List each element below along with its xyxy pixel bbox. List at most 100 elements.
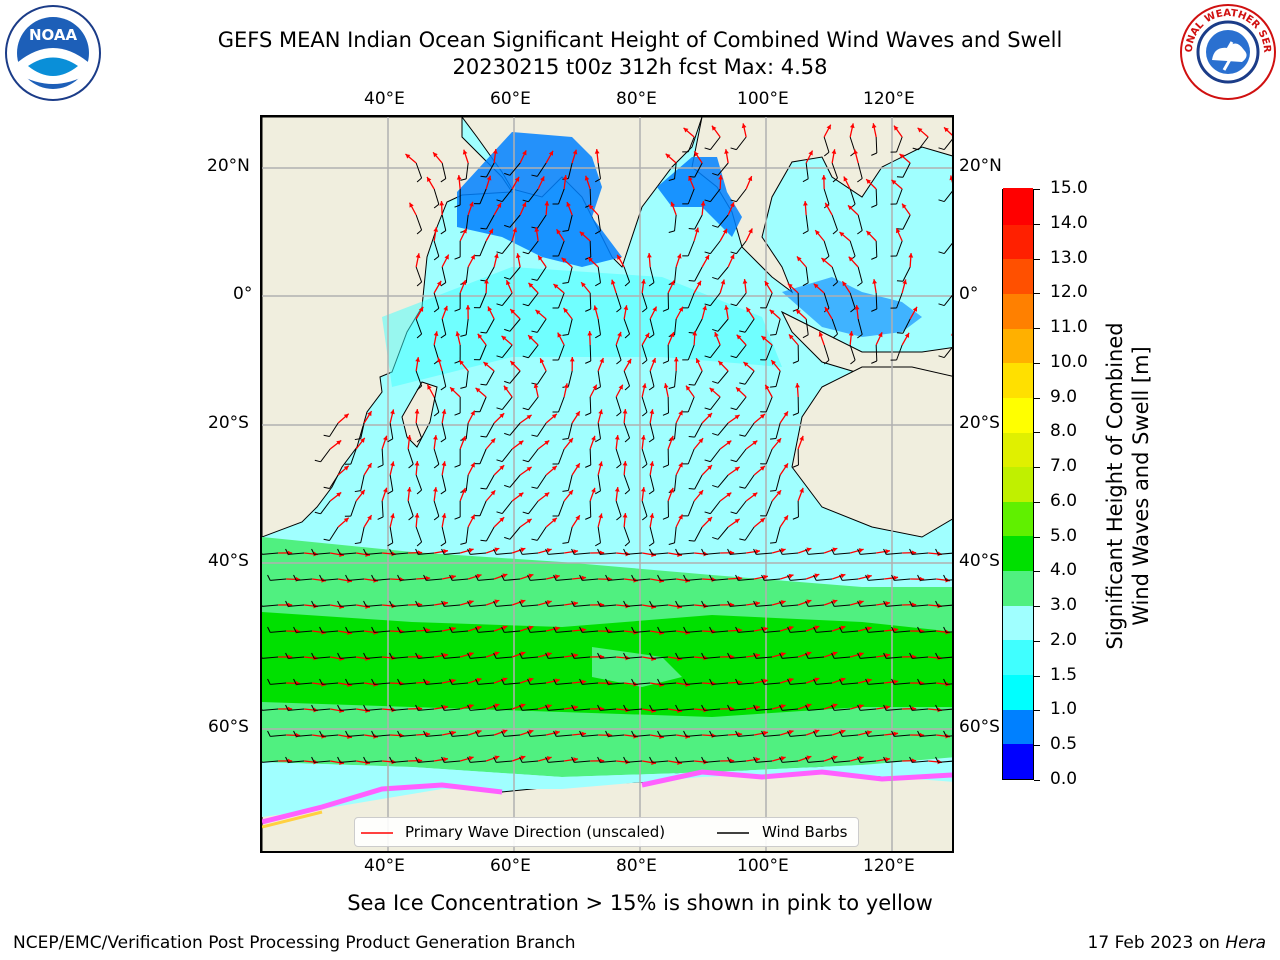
wind-barb	[764, 682, 781, 685]
wind-barb-flag	[739, 538, 746, 541]
wave-arrow-head	[360, 489, 365, 495]
wave-arrow-head	[528, 625, 534, 631]
wind-barb-flag	[522, 407, 529, 411]
wave-arrow-head	[788, 334, 794, 340]
wave-arrow-head	[539, 358, 545, 364]
wind-barb	[744, 474, 755, 489]
wind-barb-flag	[579, 574, 583, 581]
wind-barb	[536, 266, 547, 281]
wind-barb-flag	[504, 276, 511, 280]
wind-barb-flag	[675, 704, 679, 711]
wind-barb	[808, 708, 825, 711]
wind-barb	[660, 630, 677, 633]
wave-arrow-head	[647, 253, 652, 258]
wave-arrow-head	[678, 410, 683, 416]
lat-label-left-0: 20°N	[207, 156, 250, 176]
wind-barb	[452, 578, 469, 581]
wind-barb	[444, 656, 461, 659]
wind-barb	[712, 682, 729, 685]
wind-barb	[775, 318, 781, 335]
wave-arrow-head	[546, 600, 552, 605]
wind-barb	[790, 682, 807, 685]
wave-arrow-head	[544, 440, 550, 446]
wind-barb	[433, 188, 440, 205]
wave-arrow-head	[641, 383, 647, 389]
wind-barb-flag	[779, 600, 783, 607]
wind-barb-flag	[519, 548, 523, 555]
wind-barb	[808, 552, 825, 555]
wind-barb-flag	[943, 626, 947, 633]
wave-arrow-head	[832, 651, 838, 657]
wind-barb-flag	[415, 756, 419, 763]
wave-arrow-head	[520, 703, 526, 709]
wind-barb	[556, 578, 573, 581]
wave-arrow-head	[902, 279, 907, 285]
wind-barb	[530, 630, 547, 633]
wind-barb-flag	[408, 463, 414, 469]
wind-barb-flag	[397, 626, 401, 633]
wave-arrow-head	[902, 203, 907, 209]
wind-barb-flag	[662, 516, 669, 520]
wind-barb-flag	[662, 308, 669, 312]
wave-arrow-head	[893, 679, 899, 685]
wind-barb-flag	[605, 574, 609, 581]
colorbar-cell	[1003, 534, 1033, 572]
wave-arrow-head	[553, 283, 559, 289]
wind-barb-flag	[935, 652, 939, 659]
wind-barb-flag	[739, 382, 746, 385]
wind-barb-flag	[354, 438, 361, 441]
wave-arrow-head	[548, 150, 554, 156]
wave-arrow-head	[588, 204, 594, 210]
wind-barb	[834, 760, 851, 763]
wind-barb-flag	[739, 330, 746, 333]
wave-arrow-head	[502, 625, 508, 630]
wave-arrow-head	[535, 309, 541, 315]
wave-arrow-head	[853, 149, 859, 155]
wind-barb-flag	[917, 626, 921, 633]
wind-barb	[288, 656, 305, 659]
wind-barb	[296, 734, 313, 737]
wind-barb	[704, 604, 721, 607]
legend-wave-direction: Primary Wave Direction (unscaled)	[405, 823, 666, 841]
wind-barb	[709, 136, 721, 150]
wind-barb-flag	[545, 600, 549, 607]
colorbar-tick-mark	[1034, 675, 1040, 677]
wind-barb	[348, 578, 365, 581]
wind-barb	[392, 760, 409, 763]
wave-arrow-head	[695, 358, 701, 364]
wind-barb	[902, 318, 911, 334]
wave-arrow-head	[475, 387, 481, 393]
wind-barb	[558, 448, 565, 465]
wind-barb	[816, 734, 833, 737]
wind-barb-flag	[545, 652, 549, 659]
wind-barb-flag	[319, 626, 323, 633]
wind-barb	[946, 631, 952, 633]
wind-barb	[589, 292, 592, 310]
wind-barb	[597, 162, 601, 179]
wind-barb	[823, 292, 830, 309]
wind-barb	[509, 162, 521, 176]
wind-barb	[896, 188, 903, 205]
wave-arrow-head	[714, 332, 719, 337]
lat-label-right-4: 60°S	[959, 717, 1000, 737]
wind-barb-flag	[585, 412, 591, 416]
wind-barb	[558, 188, 565, 205]
wave-arrow-head	[814, 677, 820, 682]
wind-barb-flag	[415, 600, 419, 607]
wind-barb-flag	[579, 678, 583, 685]
wind-barb-flag	[597, 704, 601, 711]
wave-arrow-head	[769, 309, 775, 315]
wind-barb-flag	[371, 678, 375, 685]
wind-barb-flag	[917, 574, 921, 581]
wave-arrow-head	[414, 409, 420, 414]
wind-barb-flag	[648, 438, 655, 443]
colorbar-tick-mark	[1034, 501, 1040, 503]
wave-arrow-head	[780, 548, 786, 553]
wave-arrow-head	[839, 231, 845, 237]
wind-barb	[709, 188, 721, 202]
wind-barb	[938, 656, 952, 659]
wind-barb	[652, 552, 669, 555]
wind-barb	[626, 656, 643, 659]
wind-barb	[485, 474, 495, 490]
wind-barb-flag	[624, 437, 630, 443]
